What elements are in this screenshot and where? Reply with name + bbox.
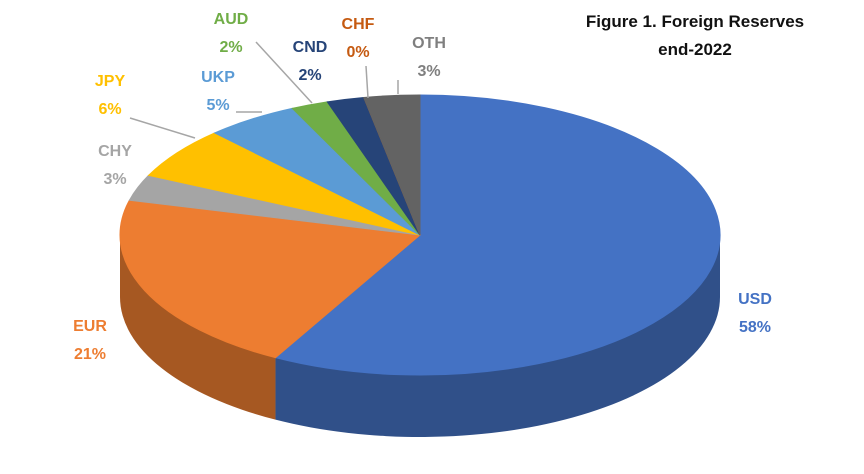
value-label: 2% xyxy=(219,39,242,56)
value-label: 0% xyxy=(346,44,369,61)
category-label: AUD xyxy=(214,11,249,28)
value-label: 58% xyxy=(739,319,771,336)
category-label: JPY xyxy=(95,73,126,90)
slice-side xyxy=(275,235,720,438)
category-label: UKP xyxy=(201,69,235,86)
slice xyxy=(119,199,422,420)
slice-top xyxy=(363,94,421,236)
value-label: 5% xyxy=(206,97,229,114)
leader-line xyxy=(365,65,369,99)
slice xyxy=(363,94,421,236)
value-label: 3% xyxy=(417,63,440,80)
category-label: OTH xyxy=(412,35,446,52)
category-label: EUR xyxy=(73,318,107,335)
value-label: 21% xyxy=(74,346,106,363)
leader-line xyxy=(255,41,313,104)
value-label: 2% xyxy=(298,67,321,84)
value-label: 3% xyxy=(103,171,126,188)
chart-title: Figure 1. Foreign Reserves end-2022 xyxy=(585,12,805,59)
slice-top xyxy=(274,94,721,376)
leader-line xyxy=(129,117,196,139)
slice-top xyxy=(119,199,422,359)
category-label: CHY xyxy=(98,143,132,160)
category-label: USD xyxy=(738,291,772,308)
category-label: CND xyxy=(293,39,328,56)
category-label: CHF xyxy=(342,16,375,33)
slice-side xyxy=(120,235,276,420)
value-label: 6% xyxy=(98,101,121,118)
slice xyxy=(274,94,721,438)
